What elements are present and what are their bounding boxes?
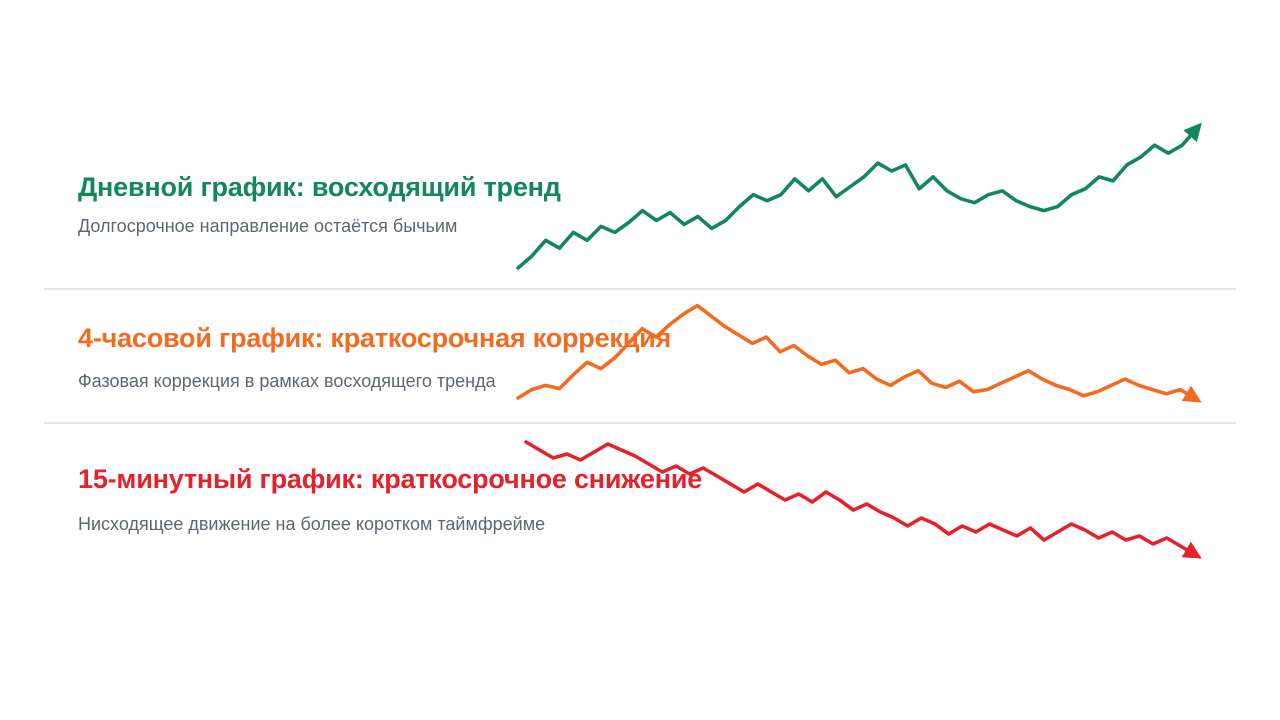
daily-uptrend-line bbox=[516, 122, 1202, 270]
section-divider bbox=[44, 288, 1236, 290]
fifteen-minute-chart-title: 15-минутный график: краткосрочное снижен… bbox=[78, 464, 703, 494]
four-hour-chart-subtitle: Фазовая коррекция в рамках восходящего т… bbox=[78, 371, 496, 391]
section-divider bbox=[44, 422, 1236, 424]
four-hour-correction-line bbox=[516, 303, 1202, 403]
daily-chart-subtitle: Долгосрочное направление остаётся бычьим bbox=[78, 216, 458, 236]
fifteen-minute-chart-subtitle: Нисходящее движение на более коротком та… bbox=[78, 514, 546, 534]
four-hour-chart-title: 4-часовой график: краткосрочная коррекци… bbox=[78, 323, 672, 353]
four-hour-chart-section: 4-часовой график: краткосрочная коррекци… bbox=[78, 322, 671, 392]
daily-chart-title: Дневной график: восходящий тренд bbox=[78, 172, 561, 202]
fifteen-minute-decline-line bbox=[524, 440, 1202, 559]
daily-chart-section: Дневной график: восходящий тренд Долгоср… bbox=[78, 171, 561, 237]
fifteen-minute-chart-section: 15-минутный график: краткосрочное снижен… bbox=[78, 463, 702, 535]
